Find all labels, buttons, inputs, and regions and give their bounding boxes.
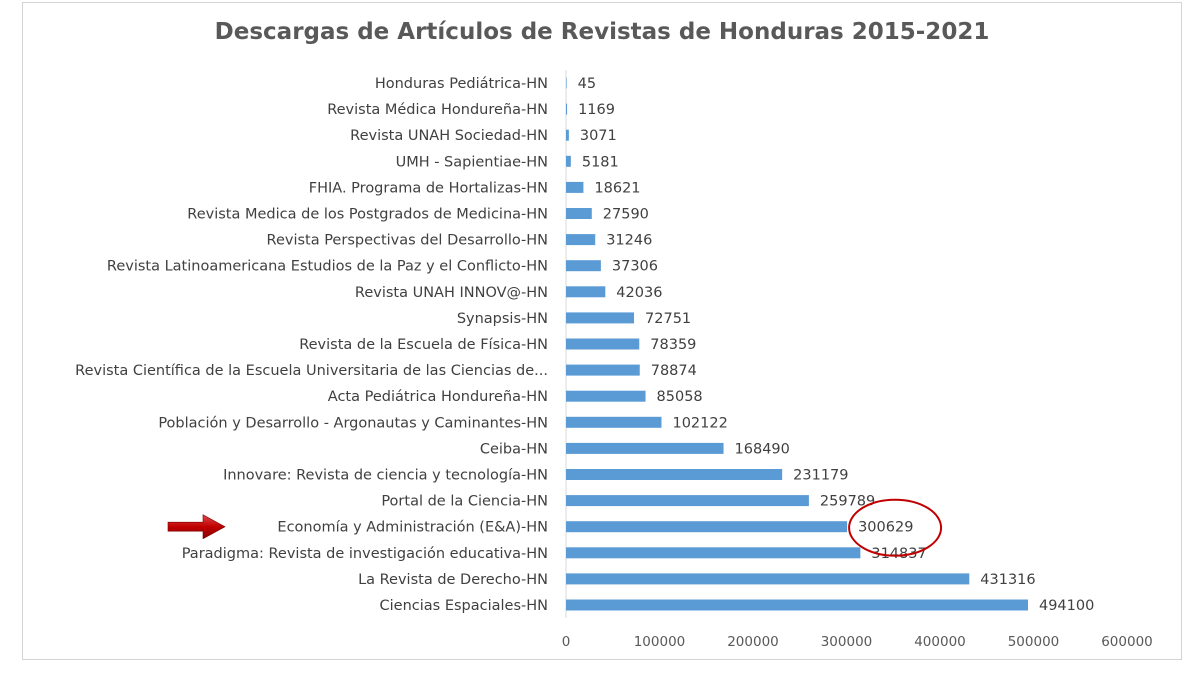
- x-tick-label: 500000: [1008, 634, 1060, 650]
- bar: [566, 260, 601, 272]
- circle-annotation: [848, 498, 943, 557]
- category-label: Acta Pediátrica Hondureña-HN: [328, 389, 548, 405]
- data-label: 3071: [580, 128, 617, 144]
- x-tick-label: 100000: [634, 634, 686, 650]
- data-label: 494100: [1039, 598, 1094, 614]
- bar: [566, 469, 783, 480]
- bar: [566, 547, 861, 559]
- bar: [566, 312, 635, 324]
- bar: [566, 155, 571, 167]
- bar: [566, 77, 567, 89]
- data-label: 314837: [871, 546, 926, 562]
- bar: [566, 286, 606, 298]
- category-label: FHIA. Programa de Hortalizas-HN: [309, 180, 548, 196]
- x-tick-label: 200000: [727, 634, 779, 650]
- bar: [566, 390, 646, 402]
- category-label: Honduras Pediátrica-HN: [375, 76, 548, 92]
- bar: [566, 416, 662, 428]
- category-label: Revista Latinoamericana Estudios de la P…: [107, 259, 548, 275]
- bar: [566, 234, 596, 246]
- category-label: UMH - Sapientiae-HN: [396, 154, 548, 170]
- bar: [566, 338, 640, 350]
- bar: [566, 442, 724, 454]
- data-label: 168490: [735, 441, 790, 457]
- data-label: 27590: [603, 207, 649, 223]
- data-label: 102122: [672, 415, 727, 431]
- category-label: Economía y Administración (E&A)-HN: [277, 520, 548, 536]
- data-label: 37306: [612, 259, 658, 275]
- data-label: 45: [578, 76, 596, 92]
- bar: [566, 364, 640, 376]
- bar: [566, 521, 848, 533]
- x-tick-label: 600000: [1101, 634, 1153, 650]
- category-label: La Revista de Derecho-HN: [358, 572, 548, 588]
- category-label: Revista Científica de la Escuela Univers…: [75, 363, 548, 379]
- chart-title: Descargas de Artículos de Revistas de Ho…: [215, 19, 990, 45]
- data-label: 18621: [594, 180, 640, 196]
- data-label: 231179: [793, 468, 848, 484]
- bar: [566, 208, 592, 219]
- category-label: Portal de la Ciencia-HN: [381, 494, 548, 510]
- category-label: Synapsis-HN: [457, 311, 548, 327]
- data-label: 78359: [650, 337, 696, 353]
- category-label: Ciencias Espaciales-HN: [380, 598, 549, 614]
- bar: [566, 103, 568, 115]
- data-label: 31246: [606, 233, 652, 249]
- data-label: 431316: [980, 572, 1035, 588]
- bar: [566, 599, 1028, 611]
- category-label: Revista Medica de los Postgrados de Medi…: [187, 207, 548, 223]
- data-label: 300629: [858, 520, 913, 536]
- category-label: Ceiba-HN: [480, 441, 548, 457]
- data-label: 78874: [651, 363, 697, 379]
- bar: [566, 181, 584, 193]
- bar: [566, 129, 569, 141]
- category-label: Paradigma: Revista de investigación educ…: [182, 546, 548, 562]
- data-label: 72751: [645, 311, 691, 327]
- category-label: Innovare: Revista de ciencia y tecnologí…: [223, 468, 548, 484]
- x-tick-label: 400000: [914, 634, 966, 650]
- category-label: Revista Médica Hondureña-HN: [327, 102, 548, 118]
- bar: [566, 573, 970, 585]
- plot-area: Honduras Pediátrica-HN 45 Revista Médica H…: [75, 70, 1153, 650]
- category-label: Población y Desarrollo - Argonautas y Ca…: [158, 415, 548, 431]
- x-tick-label: 300000: [821, 634, 873, 650]
- data-label: 1169: [578, 102, 615, 118]
- arrow-annotation: [167, 514, 226, 540]
- data-label: 5181: [582, 154, 619, 170]
- category-label: Revista UNAH INNOV@-HN: [355, 285, 548, 301]
- category-label: Revista de la Escuela de Física-HN: [299, 337, 548, 353]
- bar: [566, 495, 809, 507]
- category-label: Revista UNAH Sociedad-HN: [350, 128, 548, 144]
- data-label: 85058: [657, 389, 703, 405]
- x-tick-label: 0: [562, 634, 571, 650]
- data-label: 42036: [616, 285, 662, 301]
- category-label: Revista Perspectivas del Desarrollo-HN: [267, 233, 548, 249]
- data-label: 259789: [820, 494, 875, 510]
